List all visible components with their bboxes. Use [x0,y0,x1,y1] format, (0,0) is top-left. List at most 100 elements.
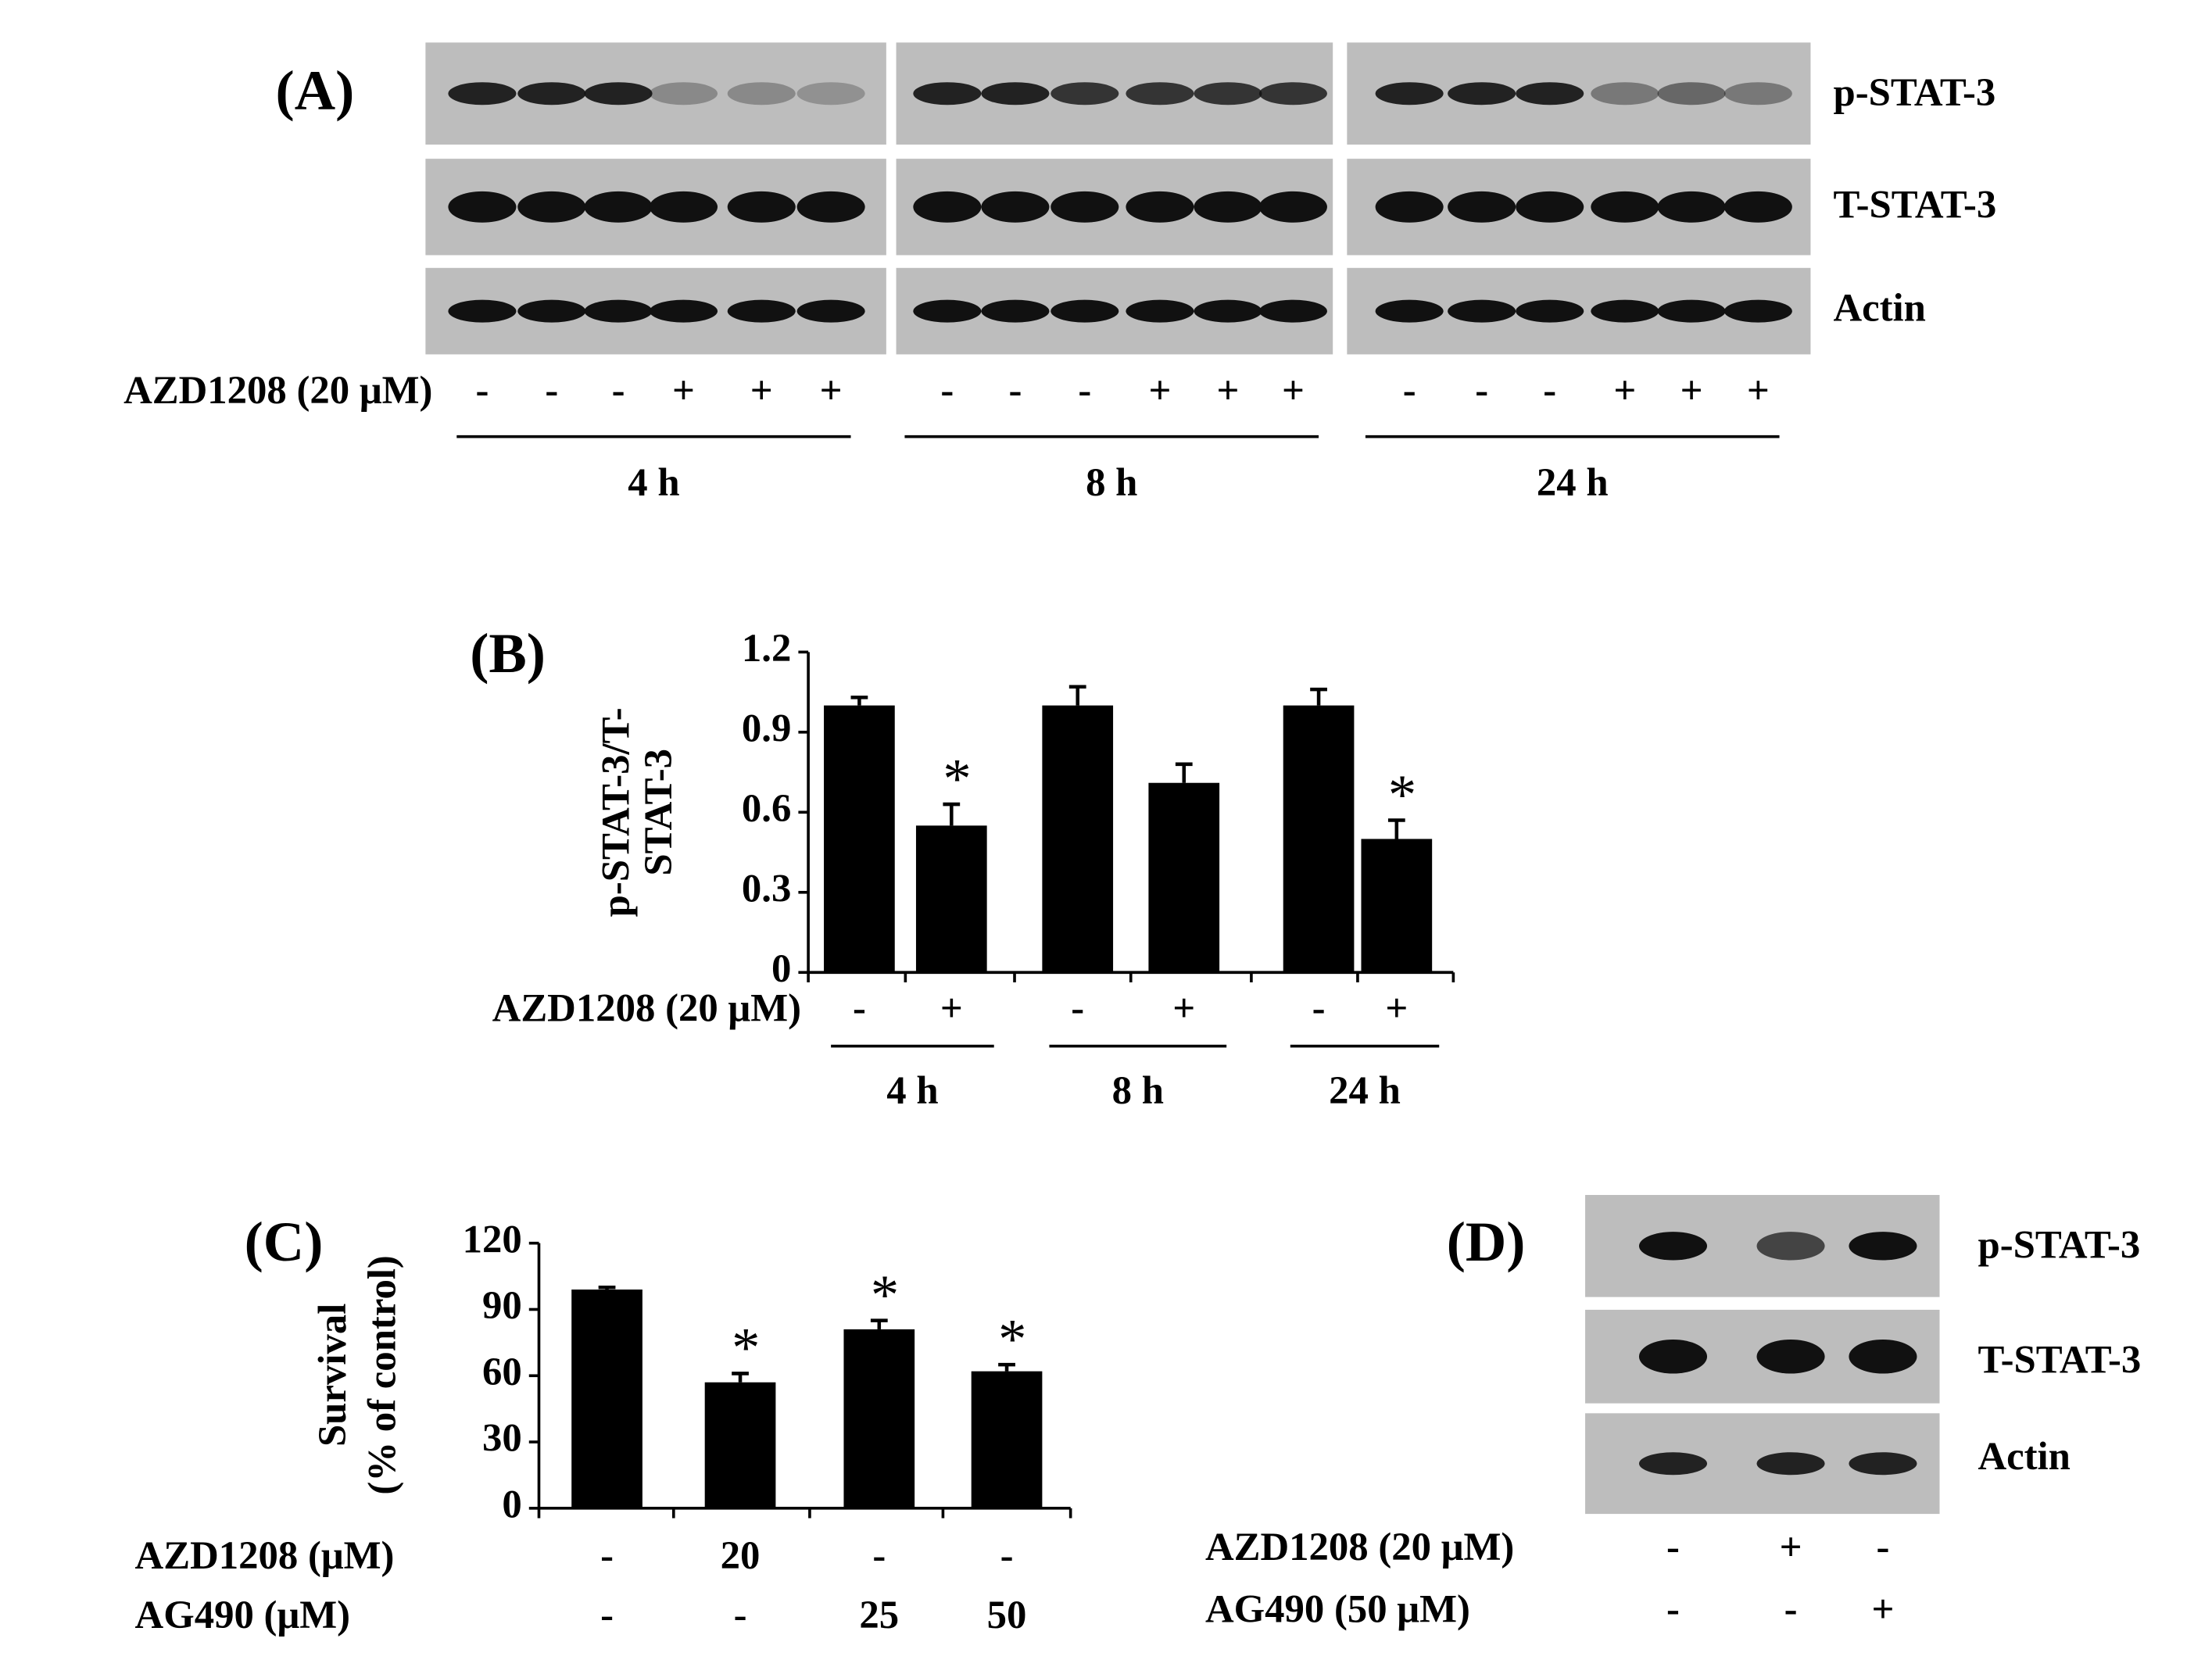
y-tick-label: 1.2 [742,626,791,670]
y-tick-label: 0.9 [742,706,791,749]
treatment-sign: - [612,368,625,412]
blot-band [1126,191,1194,223]
treatment-sign: - [1543,368,1556,412]
treatment-sign: - [545,368,558,412]
blot-band [796,299,865,323]
treatment-level: - [734,1593,747,1637]
bar [1148,782,1220,973]
blot-band [448,299,517,323]
bar [843,1329,915,1508]
group-label: 4 h [886,1068,938,1112]
row-label: Actin [1833,286,1925,330]
blot-band [448,191,517,223]
treatment-level: 25 [859,1593,899,1637]
blot-band [1591,299,1659,323]
blot-band [1516,191,1584,223]
y-axis-label: (% of control) [360,1255,403,1494]
panel-label: (A) [276,59,355,122]
blot-band [1375,299,1444,323]
blot-band [796,82,865,106]
blot-band [1051,191,1119,223]
treatment-level: - [1876,1525,1889,1569]
treatment-level: - [1312,986,1326,1030]
blot-band [1849,1340,1917,1374]
panel-label: (B) [470,621,546,685]
treatment-sign: + [1217,368,1240,412]
treatment-level: - [1071,986,1084,1030]
blot-band [1591,82,1659,106]
significance-marker: * [871,1263,899,1326]
treatment-sign: - [475,368,489,412]
treatment-level: - [600,1593,614,1637]
treatment-sign: - [1403,368,1416,412]
significance-marker: * [943,746,971,810]
significance-marker: * [732,1316,760,1379]
significance-marker: * [998,1307,1026,1370]
blot-band [517,82,586,106]
blot-band [1258,299,1327,323]
blot-band [1126,82,1194,106]
y-tick-label: 60 [482,1350,522,1393]
significance-marker: * [1388,763,1416,826]
treatment-level: 20 [721,1533,761,1577]
blot-band [1258,191,1327,223]
y-tick-label: 0.3 [742,866,791,910]
treatment-sign: + [672,368,695,412]
blot-band [1258,82,1327,106]
y-axis-label: Survival [310,1304,354,1447]
blot-band [1657,191,1726,223]
blot-band [1375,82,1444,106]
blot-band [981,299,1050,323]
blot-band [1194,191,1262,223]
treatment-level: - [600,1533,614,1577]
treatment-sign: - [940,368,954,412]
blot-band [1591,191,1659,223]
blot-band [1723,82,1792,106]
blot-band [1849,1452,1917,1476]
blot-band [1638,1232,1708,1261]
group-label: 8 h [1112,1068,1164,1112]
blot-band [1448,299,1516,323]
y-axis-label: STAT-3 [636,749,680,876]
blot-band [1638,1452,1708,1476]
treatment-level: - [1666,1525,1680,1569]
row-label: p-STAT-3 [1833,70,1995,114]
blot-band [1516,299,1584,323]
blot-band [1194,299,1262,323]
treatment-level: + [1172,986,1195,1030]
treatment-label: AZD1208 (20 μM) [492,986,801,1030]
blot-band [1126,299,1194,323]
bar [1283,705,1355,973]
blot-band [1723,299,1792,323]
panel-label: (D) [1447,1210,1526,1273]
treatment-sign: - [1078,368,1091,412]
treatment-sign: - [1008,368,1022,412]
treatment-sign: + [1747,368,1770,412]
blot-band [1051,82,1119,106]
treatment-level: + [940,986,963,1030]
treatment-level: - [1784,1587,1798,1631]
treatment-sign: + [1148,368,1171,412]
blot-band [584,82,653,106]
y-tick-label: 90 [482,1283,522,1327]
blot-band [981,82,1050,106]
blot-band [1516,82,1584,106]
blot-band [981,191,1050,223]
bar [915,825,987,973]
treatment-sign: + [820,368,843,412]
treatment-level: + [1871,1587,1894,1631]
blot-band [1375,191,1444,223]
treatment-level: 50 [987,1593,1027,1637]
treatment-level: - [1000,1533,1014,1577]
blot-band [584,299,653,323]
panel-label: (C) [245,1210,324,1273]
treatment-sign: + [1282,368,1305,412]
bar [1361,839,1433,973]
blot-band [727,191,796,223]
bar [571,1290,642,1508]
blot-band [649,82,718,106]
blot-band [584,191,653,223]
treatment-sign: - [1475,368,1488,412]
